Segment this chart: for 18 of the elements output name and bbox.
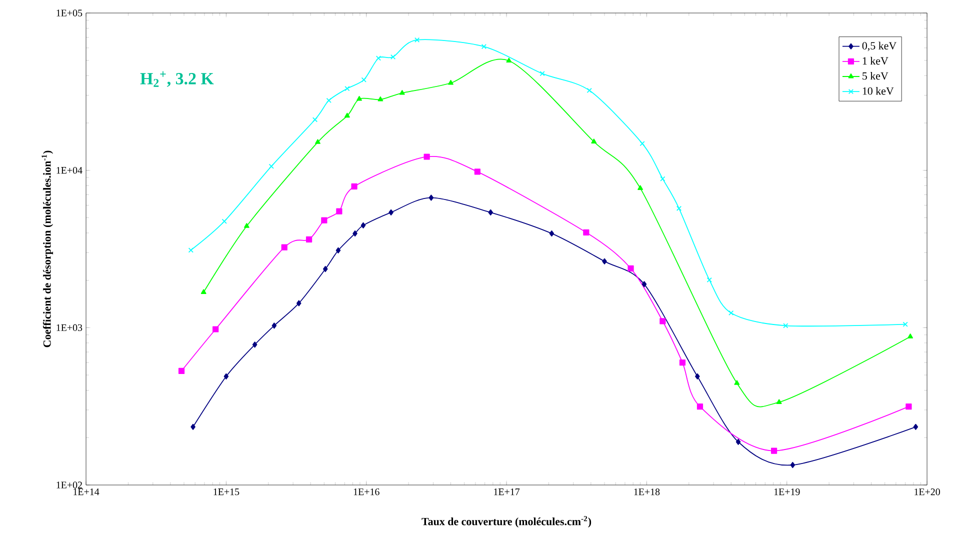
x-tick-label: 1E+20 <box>914 488 940 496</box>
annotation: H$_{2}$$^{+}$, 3.2 K <box>140 71 214 87</box>
x-tick-label: 1E+14 <box>74 488 100 496</box>
y-tick-label: 1E+03 <box>56 324 82 332</box>
y-axis-title: Coefficient de désorption (molécules.ion$^{-1}$) <box>42 150 54 348</box>
legend-label: 0,5 keV <box>862 42 896 52</box>
x-tick-label: 1E+18 <box>634 488 660 496</box>
y-tick-label: 1E+05 <box>56 10 82 16</box>
legend-label: 1 keV <box>862 56 888 65</box>
y-tick-label: 1E+04 <box>56 166 82 174</box>
x-tick-label: 1E+17 <box>494 488 520 496</box>
legend-label: 10 keV <box>862 87 894 95</box>
x-tick-label: 1E+16 <box>354 488 380 496</box>
x-tick-label: 1E+19 <box>774 488 800 496</box>
x-axis-title: Taux de couverture (molécules.cm$^{-2}$) <box>422 516 592 528</box>
y-tick-label: 1E+02 <box>56 482 82 488</box>
x-tick-label: 1E+15 <box>214 488 240 496</box>
legend-label: 5 keV <box>862 72 888 80</box>
